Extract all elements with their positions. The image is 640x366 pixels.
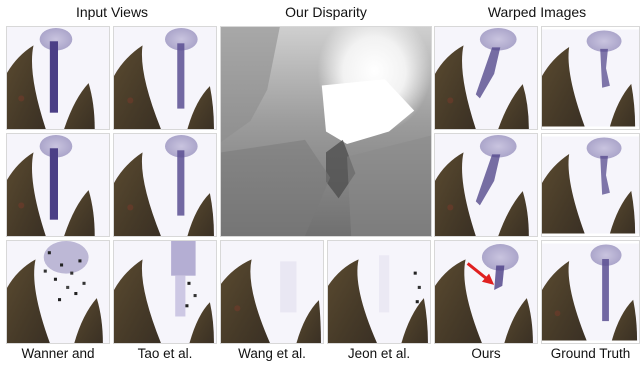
red-arrow-icon xyxy=(466,262,495,285)
result-ours xyxy=(434,240,538,344)
caption-jeon: Jeon et al. xyxy=(347,346,411,361)
warped-image-tile xyxy=(434,26,538,130)
warped-image-tile xyxy=(541,26,640,130)
input-view-tile xyxy=(113,133,217,237)
caption-wanner: Wanner and xyxy=(21,346,95,361)
warped-image-tile xyxy=(541,133,640,237)
result-wanner xyxy=(6,240,110,344)
result-tao xyxy=(113,240,217,344)
result-jeon xyxy=(327,240,431,344)
warped-image-tile xyxy=(434,133,538,237)
disparity-map xyxy=(220,26,432,237)
result-wang xyxy=(220,240,324,344)
input-view-tile xyxy=(113,26,217,130)
result-ground-truth xyxy=(541,240,640,344)
input-view-tile xyxy=(6,26,110,130)
caption-ground-truth: Ground Truth xyxy=(550,346,631,361)
header-warped-images: Warped Images xyxy=(487,4,587,20)
header-input-views: Input Views xyxy=(75,4,149,20)
caption-ours: Ours xyxy=(471,346,501,361)
caption-tao: Tao et al. xyxy=(137,346,193,361)
input-view-tile xyxy=(6,133,110,237)
header-our-disparity: Our Disparity xyxy=(285,4,367,20)
caption-wang: Wang et al. xyxy=(238,346,306,361)
